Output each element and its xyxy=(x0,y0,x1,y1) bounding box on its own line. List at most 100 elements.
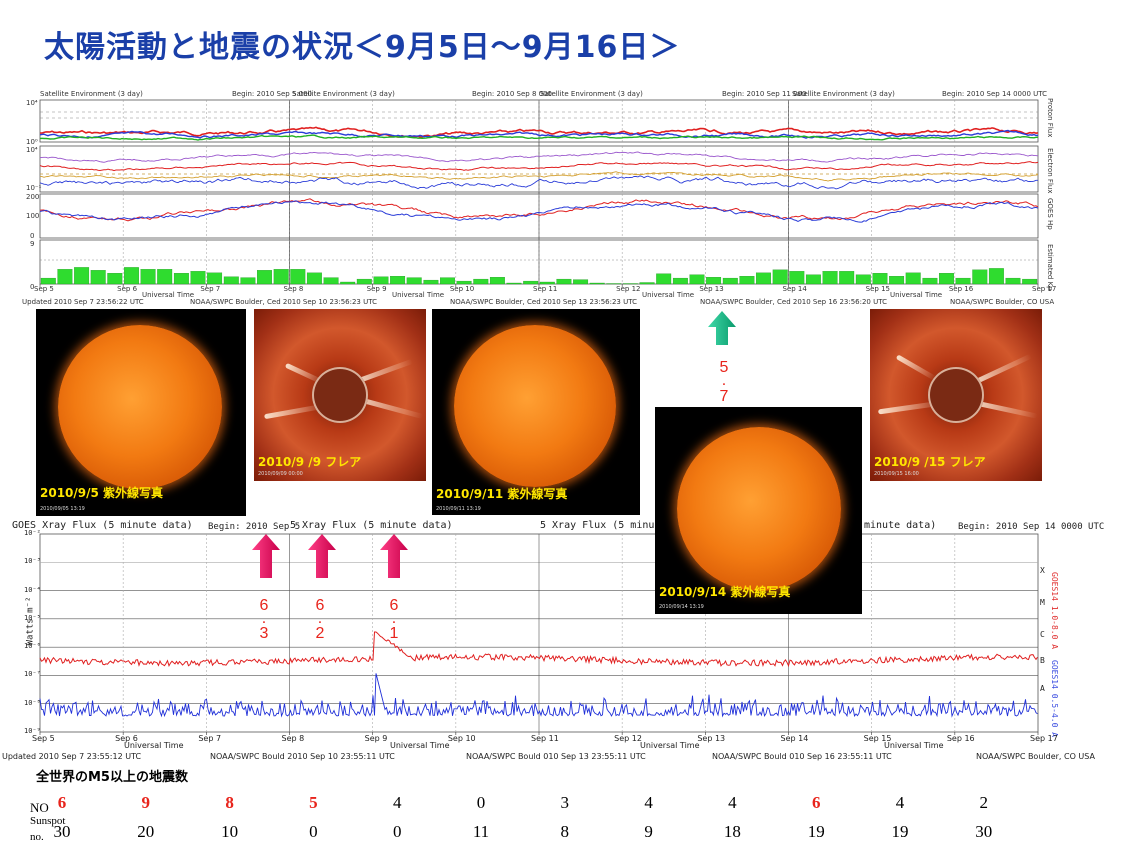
sunspot-number-cell: 11 xyxy=(472,822,490,841)
sunspot-number-cell: 0 xyxy=(309,822,318,841)
kp-bar xyxy=(390,276,406,285)
photo-stamp-0914: 2010/09/14 13:19 xyxy=(659,604,704,610)
row-label-no: NO xyxy=(30,800,49,815)
y-label-kp-bot: 0 xyxy=(30,283,35,291)
xray-footer-2: NOAA/SWPC Bould 2010 Sep 10 23:55:11 UTC xyxy=(210,752,395,761)
kp-bar xyxy=(157,269,173,285)
earthquake-count-cell: 4 xyxy=(644,793,653,812)
photo-stamp-0915: 2010/09/15 16:00 xyxy=(874,471,919,477)
earthquake-arrow-green xyxy=(708,311,736,345)
earthquake-count-cell: 2 xyxy=(979,793,989,812)
xray-title-1: GOES Xray Flux (5 minute data) xyxy=(12,520,193,531)
y-label-electron-top: 10⁴ xyxy=(26,146,38,154)
xray-legend-blue: GOES14 0.5-4.0 A xyxy=(1050,660,1059,738)
photo-corona-0909: 2010/9 /9 フレア 2010/09/09 00:00 xyxy=(254,309,426,481)
top-header-3-left: Satellite Environment (3 day) xyxy=(540,90,643,98)
photo-caption-0909: 2010/9 /9 フレア xyxy=(258,455,362,469)
xray-title-2: 5 Xray Flux (5 minute data) xyxy=(290,520,453,531)
top-day-tick: Sep 14 xyxy=(782,285,807,293)
top-footer-3: NOAA/SWPC Boulder, Ced 2010 Sep 13 23:56… xyxy=(450,298,637,306)
goes-xray-flux-chart xyxy=(39,533,1039,735)
earthquake-count-cell: 4 xyxy=(392,793,402,812)
mag-3-dot: . xyxy=(391,610,397,627)
xray-series-short xyxy=(39,673,1038,718)
xray-day-tick: Sep 5 xyxy=(32,734,55,743)
kp-bar xyxy=(988,268,1004,285)
xray-series-long xyxy=(39,631,1038,668)
sun-disk xyxy=(454,325,616,487)
top-day-tick: Sep 12 xyxy=(616,285,641,293)
earthquake-table-title: 全世界のM5以上の地震数 xyxy=(36,770,188,785)
y-label-electron-bot: 10⁻¹ xyxy=(26,184,42,192)
xray-day-tick: Sep 15 xyxy=(863,734,892,743)
earthquake-count-cell: 4 xyxy=(895,793,905,812)
kp-bar xyxy=(872,273,888,285)
mag-1-bottom: 3 xyxy=(259,625,269,642)
kp-bar xyxy=(473,278,489,285)
xray-class-x: X xyxy=(1040,566,1045,575)
kp-bar xyxy=(739,276,755,285)
top-header-2-left: Satellite Environment (3 day) xyxy=(292,90,395,98)
kp-bar xyxy=(273,269,289,285)
kp-bar xyxy=(972,269,988,285)
earthquake-count-cell: 0 xyxy=(476,793,486,812)
top-day-tick: Sep 16 xyxy=(948,285,974,293)
top-day-tick: Sep 10 xyxy=(449,285,475,293)
kp-bar xyxy=(922,277,938,285)
mag-1-dot: . xyxy=(261,610,267,627)
xray-day-tick: Sep 8 xyxy=(281,734,305,743)
kp-bar xyxy=(223,276,239,285)
y-label-kp-top: 9 xyxy=(30,240,35,248)
row-label-sunspot: Sunspot xyxy=(30,815,66,827)
top-ut-1: Universal Time xyxy=(142,291,195,299)
kp-bar xyxy=(124,267,139,285)
sunspot-number-cell: 19 xyxy=(807,822,825,841)
top-footer-1: Updated 2010 Sep 7 23:56:22 UTC xyxy=(22,298,144,306)
photo-caption-0905: 2010/9/5 紫外線写真 xyxy=(40,486,164,500)
kp-bar xyxy=(306,272,322,285)
kp-bar xyxy=(489,277,505,285)
sunspot-number-cell: 20 xyxy=(137,822,155,841)
kp-bar xyxy=(257,270,272,285)
row-label-kp: Estimated Kp xyxy=(1046,244,1054,291)
top-footer-5: NOAA/SWPC Boulder, CO USA xyxy=(950,298,1055,306)
photo-sun-0905: 2010/9/5 紫外線写真 2010/09/05 13:19 xyxy=(36,309,246,516)
top-header-1-left: Satellite Environment (3 day) xyxy=(40,90,143,98)
xray-ut-4: Universal Time xyxy=(884,741,944,750)
top-ut-2: Universal Time xyxy=(392,291,445,299)
y-label-hp-top: 200 xyxy=(26,193,40,201)
y-label-hp-bot: 0 xyxy=(30,232,35,240)
mag-3-top: 6 xyxy=(389,597,399,614)
photo-sun-0914: 2010/9/14 紫外線写真 2010/09/14 13:19 xyxy=(655,407,862,614)
xray-footer-3: NOAA/SWPC Bould 010 Sep 13 23:55:11 UTC xyxy=(466,752,646,761)
kp-bar xyxy=(955,277,971,285)
kp-bar xyxy=(722,277,738,285)
top-ut-4: Universal Time xyxy=(890,291,943,299)
kp-bar xyxy=(623,283,638,285)
kp-bar xyxy=(756,272,771,285)
xray-day-tick: Sep 7 xyxy=(198,734,222,743)
top-day-tick: Sep 6 xyxy=(117,285,138,293)
coronagraph-occulter xyxy=(928,367,984,423)
xray-y-tick: 10⁻² xyxy=(24,529,41,537)
kp-bar xyxy=(40,277,56,285)
xray-title-3: 5 Xray Flux (5 minute data) xyxy=(540,520,703,531)
sunspot-number-cell: 30 xyxy=(53,822,71,841)
xray-y-tick: 10⁻⁹ xyxy=(24,727,41,735)
top-header-2-right: Begin: 2010 Sep 8 000 xyxy=(472,90,553,98)
sunspot-number-cell: 9 xyxy=(644,822,653,841)
row-label-sunspot-no: no. xyxy=(30,831,44,843)
xray-ut-2: Universal Time xyxy=(390,741,450,750)
kp-bar xyxy=(589,282,605,285)
proton-flux-green xyxy=(39,134,1039,141)
photo-stamp-0911: 2010/09/11 13:19 xyxy=(436,506,481,512)
kp-bar xyxy=(373,276,389,285)
xray-y-tick: 10⁻⁷ xyxy=(24,670,41,679)
earthquake-count-cell: 6 xyxy=(57,793,67,812)
kp-bar xyxy=(706,277,722,285)
top-day-tick: Sep 9 xyxy=(366,285,387,293)
xray-y-tick: 10⁻⁶ xyxy=(24,642,41,651)
xray-y-tick: 10⁻⁸ xyxy=(24,698,41,707)
xray-y-tick: 10⁻⁵ xyxy=(24,613,41,622)
kp-bar xyxy=(839,271,855,285)
